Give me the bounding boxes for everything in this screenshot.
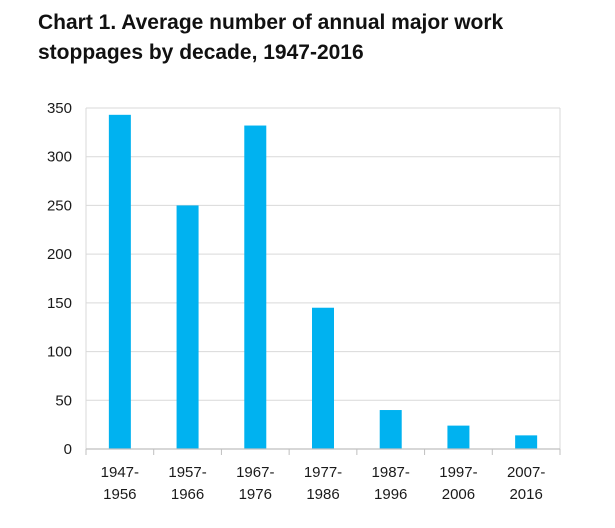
- bar: [515, 435, 538, 449]
- y-tick-label: 300: [47, 149, 72, 166]
- bar: [108, 114, 131, 449]
- y-axis: 0 50 100 150 200 250 300 350: [47, 100, 72, 458]
- bar: [244, 125, 267, 449]
- gridlines: [85, 107, 561, 449]
- bar: [447, 425, 470, 449]
- y-tick-label: 250: [47, 197, 72, 214]
- x-tick-label: 1977-1986: [304, 464, 342, 503]
- x-tick-label: 2007-2016: [507, 464, 545, 503]
- bars: [108, 114, 538, 449]
- y-tick-label: 0: [64, 441, 72, 458]
- bar: [379, 410, 402, 449]
- x-tick-label: 1957-1966: [168, 464, 206, 503]
- y-tick-label: 150: [47, 295, 72, 312]
- bar: [176, 205, 199, 449]
- y-tick-label: 350: [47, 100, 72, 117]
- x-tick-label: 1987-1996: [372, 464, 410, 503]
- x-axis: 1947-1956 1957-1966 1967-1976 1977-1986 1987…: [85, 448, 561, 503]
- x-tick-label: 1967-1976: [236, 464, 274, 503]
- x-tick-label: 1947-1956: [101, 464, 139, 503]
- y-tick-label: 50: [55, 392, 72, 409]
- y-tick-label: 100: [47, 344, 72, 361]
- chart-title: Chart 1. Average number of annual major …: [38, 11, 504, 64]
- x-tick-label: 1997-2006: [439, 464, 477, 503]
- y-tick-label: 200: [47, 246, 72, 263]
- bar: [312, 307, 334, 449]
